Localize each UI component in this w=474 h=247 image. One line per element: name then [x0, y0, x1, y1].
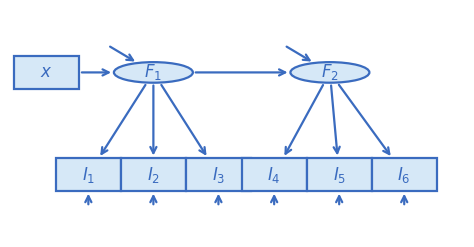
FancyBboxPatch shape: [121, 158, 186, 191]
Text: $I_1$: $I_1$: [82, 165, 95, 185]
FancyBboxPatch shape: [186, 158, 251, 191]
Text: $I_6$: $I_6$: [398, 165, 411, 185]
FancyBboxPatch shape: [242, 158, 307, 191]
Ellipse shape: [291, 62, 369, 83]
Text: $I_5$: $I_5$: [333, 165, 346, 185]
FancyBboxPatch shape: [307, 158, 372, 191]
Text: $\mathit{x}$: $\mathit{x}$: [40, 63, 53, 82]
Text: $I_3$: $I_3$: [212, 165, 225, 185]
Text: $F_1$: $F_1$: [145, 62, 163, 82]
Text: $I_2$: $I_2$: [147, 165, 160, 185]
FancyBboxPatch shape: [372, 158, 437, 191]
FancyBboxPatch shape: [56, 158, 121, 191]
Text: $F_2$: $F_2$: [321, 62, 339, 82]
FancyBboxPatch shape: [14, 56, 79, 89]
Ellipse shape: [114, 62, 193, 83]
Text: $I_4$: $I_4$: [267, 165, 281, 185]
